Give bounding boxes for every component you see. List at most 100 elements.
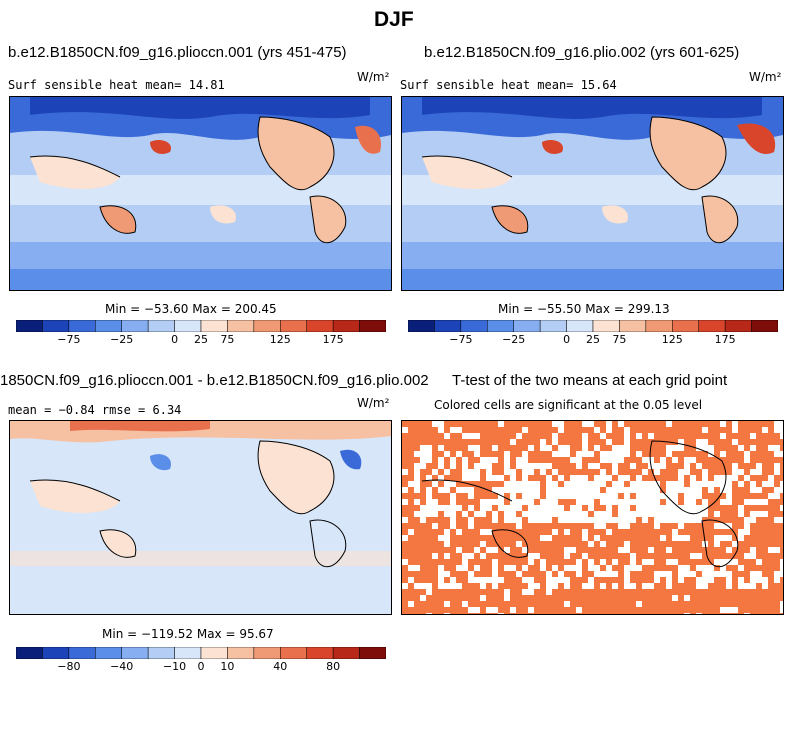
significant-cell <box>528 523 534 529</box>
significant-cell <box>438 439 444 445</box>
significant-cell <box>720 439 726 445</box>
significant-cell <box>534 439 540 445</box>
significant-cell <box>678 421 684 427</box>
colorbar-tick-label: −25 <box>110 333 134 346</box>
significant-cell <box>660 427 666 433</box>
significant-cell <box>528 595 534 601</box>
significant-cell <box>408 607 414 613</box>
significant-cell <box>546 601 552 607</box>
significant-cell <box>570 613 576 614</box>
significant-cell <box>504 583 510 589</box>
significant-cell <box>732 535 738 541</box>
significant-cell <box>498 433 504 439</box>
significant-cell <box>480 565 486 571</box>
significant-cell <box>738 463 744 469</box>
significant-cell <box>468 547 474 553</box>
significant-cell <box>450 553 456 559</box>
significant-cell <box>636 421 642 427</box>
significant-cell <box>540 541 546 547</box>
significant-cell <box>408 571 414 577</box>
significant-cell <box>630 433 636 439</box>
significant-cell <box>624 463 630 469</box>
significant-cell <box>654 589 660 595</box>
significant-cell <box>420 481 426 487</box>
significant-cell <box>654 547 660 553</box>
significant-cell <box>456 523 462 529</box>
colorbar-swatch <box>68 320 96 332</box>
significant-cell <box>402 541 408 547</box>
significant-cell <box>480 559 486 565</box>
significant-cell <box>408 475 414 481</box>
significant-cell <box>606 445 612 451</box>
significant-cell <box>702 547 708 553</box>
significant-cell <box>462 613 468 614</box>
significant-cell <box>588 571 594 577</box>
significant-cell <box>774 595 780 601</box>
significant-cell <box>606 535 612 541</box>
significant-cell <box>474 595 480 601</box>
significant-cell <box>420 613 426 614</box>
significant-cell <box>558 601 564 607</box>
significant-cell <box>498 529 504 535</box>
significant-cell <box>594 589 600 595</box>
significant-cell <box>414 505 420 511</box>
significant-cell <box>438 511 444 517</box>
significant-cell <box>414 571 420 577</box>
significant-cell <box>696 469 702 475</box>
significant-cell <box>690 523 696 529</box>
significant-cell <box>750 613 756 614</box>
significant-cell <box>564 421 570 427</box>
significant-cell <box>756 439 762 445</box>
significant-cell <box>534 613 540 614</box>
significant-cell <box>576 577 582 583</box>
significant-cell <box>456 541 462 547</box>
significant-cell <box>642 547 648 553</box>
significant-cell <box>642 571 648 577</box>
significant-cell <box>486 553 492 559</box>
significant-cell <box>450 475 456 481</box>
significant-cell <box>456 469 462 475</box>
significant-cell <box>486 571 492 577</box>
significant-cell <box>612 613 618 614</box>
significant-cell <box>588 433 594 439</box>
significant-cell <box>582 565 588 571</box>
significant-cell <box>498 565 504 571</box>
significant-cell <box>540 589 546 595</box>
significant-cell <box>774 601 780 607</box>
significant-cell <box>558 553 564 559</box>
significant-cell <box>732 613 738 614</box>
significant-cell <box>426 481 432 487</box>
significant-cell <box>744 595 750 601</box>
significant-cell <box>522 529 528 535</box>
significant-cell <box>468 601 474 607</box>
significant-cell <box>684 451 690 457</box>
significant-cell <box>732 565 738 571</box>
significant-cell <box>576 535 582 541</box>
significant-cell <box>576 613 582 614</box>
significant-cell <box>780 595 783 601</box>
significant-cell <box>450 529 456 535</box>
colorbar-swatch <box>253 320 281 332</box>
significant-cell <box>738 547 744 553</box>
significant-cell <box>636 595 642 601</box>
significant-cell <box>594 499 600 505</box>
significant-cell <box>738 439 744 445</box>
significant-cell <box>678 547 684 553</box>
significant-cell <box>456 589 462 595</box>
significant-cell <box>654 421 660 427</box>
significant-cell <box>582 559 588 565</box>
significant-cell <box>690 535 696 541</box>
significant-cell <box>480 433 486 439</box>
significant-cell <box>564 535 570 541</box>
significant-cell <box>426 421 432 427</box>
significant-cell <box>474 499 480 505</box>
significant-cell <box>588 445 594 451</box>
significant-cell <box>714 613 720 614</box>
significant-cell <box>744 469 750 475</box>
significant-cell <box>714 469 720 475</box>
significant-cell <box>738 433 744 439</box>
significant-cell <box>630 475 636 481</box>
significant-cell <box>510 427 516 433</box>
significant-cell <box>684 427 690 433</box>
significant-cell <box>738 523 744 529</box>
